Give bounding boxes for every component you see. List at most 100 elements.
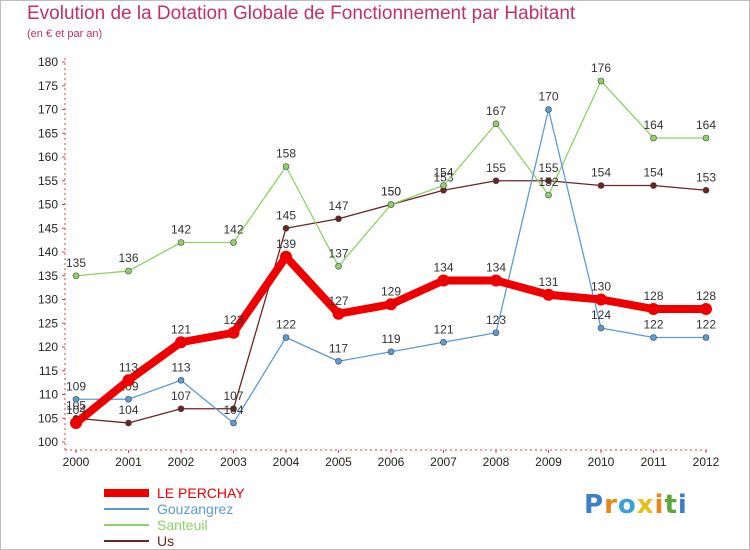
data-point xyxy=(440,182,447,189)
data-label: 164 xyxy=(696,118,716,132)
data-label: 134 xyxy=(433,261,453,275)
data-point xyxy=(72,272,80,280)
x-tick-label: 2011 xyxy=(641,455,667,469)
data-point xyxy=(597,324,605,332)
data-label: 136 xyxy=(118,251,138,265)
x-tick-label: 2010 xyxy=(588,455,615,469)
y-tick-label: 130 xyxy=(38,293,58,307)
x-tick-label: 2012 xyxy=(693,455,720,469)
x-tick-label: 2006 xyxy=(378,455,405,469)
y-tick-label: 100 xyxy=(38,435,58,449)
data-point xyxy=(282,224,290,232)
data-label: 155 xyxy=(486,161,506,175)
y-tick-label: 180 xyxy=(38,55,58,69)
data-point xyxy=(490,274,502,287)
proxiti-logo: Proxiti xyxy=(584,490,688,520)
y-tick-label: 120 xyxy=(38,340,58,354)
data-label: 153 xyxy=(433,170,453,184)
data-point xyxy=(177,376,185,384)
data-point xyxy=(545,177,552,185)
data-point xyxy=(702,334,710,341)
x-tick-label: 2001 xyxy=(115,455,142,469)
x-tick-label: 2002 xyxy=(168,455,195,469)
legend-label: Gouzangrez xyxy=(157,501,233,517)
data-point xyxy=(227,326,240,339)
x-tick-label: 2008 xyxy=(483,455,510,469)
data-label: 155 xyxy=(538,161,558,175)
data-point xyxy=(440,338,447,346)
chart-title: Evolution de la Dotation Globale de Fonc… xyxy=(27,3,576,24)
data-label: 164 xyxy=(643,118,663,132)
data-label: 137 xyxy=(328,246,348,260)
logo-letter: o xyxy=(617,490,637,520)
data-label: 158 xyxy=(276,147,296,161)
data-point xyxy=(282,334,290,341)
data-label: 150 xyxy=(381,185,401,199)
data-point xyxy=(437,274,450,287)
data-label: 123 xyxy=(223,313,243,327)
data-point xyxy=(597,77,605,85)
series-line-santeuil xyxy=(75,80,707,277)
data-label: 135 xyxy=(66,256,86,270)
data-label: 139 xyxy=(276,237,296,251)
data-label: 104 xyxy=(66,403,86,417)
data-point xyxy=(335,262,342,270)
data-point xyxy=(647,303,660,315)
data-label: 153 xyxy=(696,170,716,184)
data-point xyxy=(230,239,237,246)
y-tick-label: 115 xyxy=(39,364,58,378)
data-label: 107 xyxy=(171,389,191,403)
data-label: 127 xyxy=(328,294,348,308)
data-label: 152 xyxy=(538,175,558,189)
data-point xyxy=(385,298,397,311)
data-point xyxy=(70,417,82,429)
data-point xyxy=(335,215,342,223)
data-point xyxy=(125,395,132,403)
data-point xyxy=(387,201,395,208)
x-tick-label: 2007 xyxy=(430,455,457,469)
logo-letter: t xyxy=(664,490,678,520)
data-point xyxy=(177,239,185,246)
data-point xyxy=(542,288,555,301)
data-label: 122 xyxy=(696,318,716,332)
data-label: 107 xyxy=(223,389,243,403)
data-point xyxy=(650,134,657,142)
logo-letter: x xyxy=(636,490,655,520)
data-label: 119 xyxy=(381,332,400,346)
data-label: 154 xyxy=(433,166,453,180)
x-tick-label: 2000 xyxy=(63,455,90,469)
data-point xyxy=(597,182,605,189)
data-point xyxy=(122,374,135,387)
series-line-gouzangrez xyxy=(75,108,707,424)
data-point xyxy=(650,182,657,189)
data-point xyxy=(492,120,500,128)
data-label: 117 xyxy=(329,341,348,355)
logo-letter: r xyxy=(604,490,618,520)
x-tick-label: 2009 xyxy=(535,455,562,469)
data-label: 128 xyxy=(696,289,716,303)
data-label: 131 xyxy=(538,275,558,289)
data-point xyxy=(282,163,290,170)
legend-label: LE PERCHAY xyxy=(157,485,245,501)
y-tick-label: 105 xyxy=(38,411,58,425)
data-label: 104 xyxy=(223,403,243,417)
data-point xyxy=(280,250,292,263)
y-tick-label: 150 xyxy=(38,198,58,212)
data-label: 147 xyxy=(328,199,348,213)
data-label: 142 xyxy=(171,223,191,237)
data-point xyxy=(335,357,342,365)
data-point xyxy=(177,405,185,413)
data-label: 142 xyxy=(223,223,243,237)
data-point xyxy=(125,267,132,275)
x-tick-label: 2003 xyxy=(220,455,247,469)
data-label: 122 xyxy=(276,318,296,332)
legend-label: Us xyxy=(157,533,174,549)
data-point xyxy=(387,348,395,356)
data-point xyxy=(230,419,237,427)
data-label: 176 xyxy=(591,61,611,75)
data-label: 104 xyxy=(118,403,138,417)
data-label: 121 xyxy=(433,322,453,336)
y-tick-label: 160 xyxy=(38,150,58,164)
